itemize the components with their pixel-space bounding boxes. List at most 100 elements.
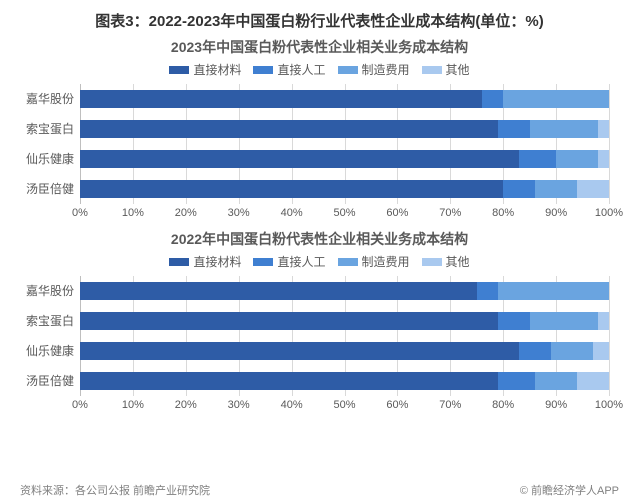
bar-segment: [530, 312, 599, 330]
legend-item: 制造费用: [338, 61, 410, 78]
bar-segment: [503, 180, 535, 198]
x-tick-label: 100%: [595, 399, 623, 411]
x-tick-label: 10%: [122, 399, 144, 411]
legend-swatch: [169, 258, 189, 266]
x-tick-label: 70%: [439, 399, 461, 411]
legend-swatch: [422, 258, 442, 266]
x-tick-label: 40%: [281, 399, 303, 411]
x-tick-label: 80%: [492, 399, 514, 411]
legend-swatch: [338, 258, 358, 266]
bar-segment: [80, 90, 482, 108]
x-tick-label: 70%: [439, 207, 461, 219]
category-label: 嘉华股份: [26, 282, 80, 300]
plot: 嘉华股份索宝蛋白仙乐健康汤臣倍健: [80, 84, 609, 204]
bar-row: 嘉华股份: [80, 282, 609, 300]
bar-segment: [80, 150, 519, 168]
legend-item: 其他: [422, 253, 470, 270]
chart-area: 嘉华股份索宝蛋白仙乐健康汤臣倍健0%10%20%30%40%50%60%70%8…: [80, 276, 609, 421]
category-label: 索宝蛋白: [26, 120, 80, 138]
bar-segment: [498, 120, 530, 138]
legend: 直接材料 直接人工 制造费用 其他: [20, 253, 619, 270]
bar-segment: [556, 150, 598, 168]
bar-segment: [577, 372, 609, 390]
legend-label: 直接材料: [193, 253, 241, 270]
bar-segment: [80, 312, 498, 330]
bar-segment: [519, 150, 556, 168]
legend-label: 制造费用: [362, 61, 410, 78]
bar-row: 仙乐健康: [80, 342, 609, 360]
bar-segment: [80, 342, 519, 360]
legend-swatch: [338, 66, 358, 74]
bar-segment: [535, 180, 577, 198]
category-label: 汤臣倍健: [26, 180, 80, 198]
bar-row: 汤臣倍健: [80, 180, 609, 198]
legend: 直接材料 直接人工 制造费用 其他: [20, 61, 619, 78]
bar-segment: [503, 90, 609, 108]
legend-item: 其他: [422, 61, 470, 78]
legend-item: 直接人工: [253, 253, 325, 270]
category-label: 汤臣倍健: [26, 372, 80, 390]
x-tick-label: 0%: [72, 399, 88, 411]
bar-segment: [80, 180, 503, 198]
main-title: 图表3：2022-2023年中国蛋白粉行业代表性企业成本结构(单位：%): [0, 0, 639, 37]
panel-title: 2023年中国蛋白粉代表性企业相关业务成本结构: [20, 37, 619, 57]
category-label: 嘉华股份: [26, 90, 80, 108]
legend-swatch: [169, 66, 189, 74]
x-tick-label: 30%: [228, 207, 250, 219]
bar-segment: [498, 372, 535, 390]
bar-row: 索宝蛋白: [80, 312, 609, 330]
x-tick-label: 100%: [595, 207, 623, 219]
chart-panel: 2022年中国蛋白粉代表性企业相关业务成本结构直接材料直接人工制造费用其他嘉华股…: [0, 229, 639, 421]
category-label: 索宝蛋白: [26, 312, 80, 330]
legend-swatch: [253, 258, 273, 266]
bar-segment: [498, 312, 530, 330]
bar-segment: [551, 342, 593, 360]
chart-area: 嘉华股份索宝蛋白仙乐健康汤臣倍健0%10%20%30%40%50%60%70%8…: [80, 84, 609, 229]
bar-segment: [80, 372, 498, 390]
footer-source: 资料来源：各公司公报 前瞻产业研究院: [20, 482, 210, 498]
bar-segment: [530, 120, 599, 138]
legend-swatch: [422, 66, 442, 74]
legend-label: 直接人工: [277, 61, 325, 78]
gridline: [609, 276, 610, 396]
bar-segment: [535, 372, 577, 390]
footer-copyright: © 前瞻经济学人APP: [520, 482, 619, 498]
x-tick-label: 90%: [545, 399, 567, 411]
bar-segment: [482, 90, 503, 108]
x-axis: 0%10%20%30%40%50%60%70%80%90%100%: [80, 204, 609, 229]
x-tick-label: 50%: [333, 399, 355, 411]
legend-label: 直接人工: [277, 253, 325, 270]
bar-row: 嘉华股份: [80, 90, 609, 108]
gridline: [609, 84, 610, 204]
chart-panel: 2023年中国蛋白粉代表性企业相关业务成本结构直接材料 直接人工 制造费用 其他嘉华股…: [0, 37, 639, 229]
bar-segment: [498, 282, 609, 300]
bar-segment: [598, 120, 609, 138]
legend-swatch: [253, 66, 273, 74]
x-tick-label: 30%: [228, 399, 250, 411]
legend-label: 直接材料: [193, 61, 241, 78]
x-tick-label: 20%: [175, 399, 197, 411]
bar-segment: [80, 282, 477, 300]
x-axis: 0%10%20%30%40%50%60%70%80%90%100%: [80, 396, 609, 421]
x-tick-label: 50%: [333, 207, 355, 219]
legend-label: 其他: [446, 253, 470, 270]
bar-segment: [80, 120, 498, 138]
footer: 资料来源：各公司公报 前瞻产业研究院 © 前瞻经济学人APP: [20, 482, 619, 498]
x-tick-label: 40%: [281, 207, 303, 219]
plot: 嘉华股份索宝蛋白仙乐健康汤臣倍健: [80, 276, 609, 396]
legend-item: 制造费用: [338, 253, 410, 270]
bar-segment: [598, 312, 609, 330]
legend-item: 直接人工: [253, 61, 325, 78]
legend-label: 制造费用: [362, 253, 410, 270]
bar-segment: [477, 282, 498, 300]
bar-segment: [598, 150, 609, 168]
legend-item: 直接材料: [169, 61, 241, 78]
bar-row: 仙乐健康: [80, 150, 609, 168]
x-tick-label: 80%: [492, 207, 514, 219]
bar-segment: [519, 342, 551, 360]
bar-row: 汤臣倍健: [80, 372, 609, 390]
bar-segment: [577, 180, 609, 198]
category-label: 仙乐健康: [26, 342, 80, 360]
legend-label: 其他: [446, 61, 470, 78]
bar-row: 索宝蛋白: [80, 120, 609, 138]
